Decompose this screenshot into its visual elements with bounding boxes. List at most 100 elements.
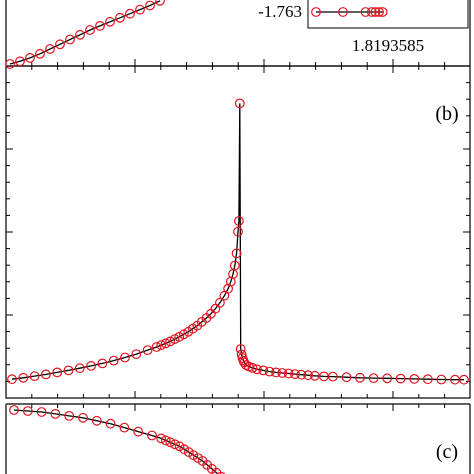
inset-data-point <box>311 7 321 17</box>
panel-b-data-line <box>11 103 464 381</box>
panel-b-data-point <box>247 363 258 373</box>
panel-b-data-point <box>7 374 17 385</box>
panel-c-frame <box>5 403 471 474</box>
panel-b-data-point <box>108 355 119 366</box>
panel-b-data-point <box>29 371 40 382</box>
panel-a-data-point <box>85 25 95 35</box>
panel-a-data-point <box>25 53 35 63</box>
panel-b-data-point <box>290 369 300 380</box>
panel-a-plot <box>5 0 165 69</box>
panel-b-data-point <box>174 332 185 342</box>
panel-c-data-point <box>64 411 75 421</box>
panel-b-data-point <box>355 372 365 383</box>
panel-a-data-point <box>105 16 115 27</box>
panel-a-data-point <box>125 8 135 19</box>
panel-b-data-point <box>52 367 63 378</box>
panel-c-data-point <box>133 426 144 437</box>
panel-a-data-point <box>75 29 85 40</box>
panel-c-data-point <box>36 407 47 417</box>
panel-c-label: (c) <box>436 441 458 463</box>
panel-a-data-point <box>115 12 125 23</box>
panel-b-data-point <box>165 336 176 347</box>
inset-data-point <box>360 7 371 17</box>
panel-c-data-point <box>78 412 88 423</box>
panel-b-data-point <box>223 283 234 294</box>
panel-b-data-point <box>214 297 225 308</box>
panel-b-data-point <box>160 338 171 349</box>
inset-plot <box>311 7 388 17</box>
panel-b-data-point <box>283 368 294 379</box>
panel-c-plot <box>9 405 226 474</box>
inset-data-point <box>374 7 384 17</box>
panel-a-data-point <box>95 20 105 31</box>
inset-xtick-label: 1.8193585 <box>352 36 424 55</box>
panel-a-data-point <box>55 39 65 50</box>
panel-b-data-point <box>264 366 275 377</box>
panel-b-data-point <box>277 368 288 378</box>
panel-c-data-point <box>170 439 180 450</box>
panel-b-data-point <box>368 373 379 384</box>
panel-a-data-point <box>45 44 55 54</box>
panel-b-data-point <box>459 374 469 385</box>
panel-b-data-point <box>41 369 51 380</box>
panel-c-data-point <box>22 406 33 416</box>
panel-b-label: (b) <box>435 103 458 125</box>
panel-b-data-point <box>296 369 307 380</box>
inset-data-point <box>366 7 377 17</box>
panel-b-data-point <box>252 364 262 375</box>
panel-b-data-point <box>120 352 130 363</box>
panel-c-data-point <box>160 435 171 446</box>
panel-b-data-point <box>97 358 108 369</box>
panel-b-data-point <box>395 373 406 384</box>
panel-c-data-point <box>165 437 176 448</box>
panel-b-data-point <box>229 260 240 271</box>
panel-b-data-point <box>233 226 243 237</box>
panel-b-data-point <box>234 98 245 109</box>
panel-b-data-point <box>303 370 314 381</box>
panel-b-data-point <box>341 372 352 383</box>
panel-b-data-point <box>382 373 393 384</box>
axis-ticks <box>5 59 470 411</box>
inset-data-point <box>338 7 348 17</box>
panel-c-data-point <box>119 422 130 433</box>
panel-a-data-point <box>135 4 145 15</box>
panel-c-data-point <box>216 471 226 474</box>
panel-a-data-point <box>145 0 155 11</box>
panel-b-data-point <box>86 361 96 371</box>
panel-a-data-point <box>5 59 15 69</box>
panel-b-data-point <box>233 216 244 226</box>
panel-a-data-line <box>9 0 161 65</box>
panel-b-plot <box>7 98 469 385</box>
panel-b-data-point <box>142 345 153 356</box>
panel-b-data-point <box>231 248 242 259</box>
panel-c-data-point <box>105 418 116 429</box>
panel-b-data-point <box>258 365 269 376</box>
panel-b-data-point <box>409 374 420 384</box>
panel-c-data-point <box>91 415 102 426</box>
panel-b-data-point <box>422 374 433 385</box>
panel-b-data-point <box>63 365 74 376</box>
panel-b-data-point <box>169 334 180 345</box>
panel-b-data-point <box>271 367 281 378</box>
panel-c-data-line <box>13 409 219 474</box>
panel-b-data-point <box>235 344 246 354</box>
inset-ytick-label: -1.763 <box>258 2 302 21</box>
panel-a-data-point <box>15 56 25 67</box>
panel-b-data-point <box>131 349 142 360</box>
panel-b-data-point <box>328 371 338 382</box>
panel-b-data-point <box>436 374 447 385</box>
panel-c-data-point <box>156 433 167 444</box>
panel-b-data-point <box>18 372 29 383</box>
panel-c-data-point <box>147 430 157 441</box>
panel-a-data-point <box>65 34 75 45</box>
panel-b-data-point <box>74 363 85 374</box>
panel-b-data-point <box>151 342 162 352</box>
panel-c-data-point <box>50 409 61 419</box>
panel-a-data-point <box>155 0 165 6</box>
panel-a-data-point <box>35 48 45 59</box>
inset: -1.763 1.8193585 <box>258 0 469 55</box>
panel-c-data-point <box>9 405 19 415</box>
panel-b-data-point <box>156 340 167 351</box>
inset-data-point <box>370 7 381 17</box>
